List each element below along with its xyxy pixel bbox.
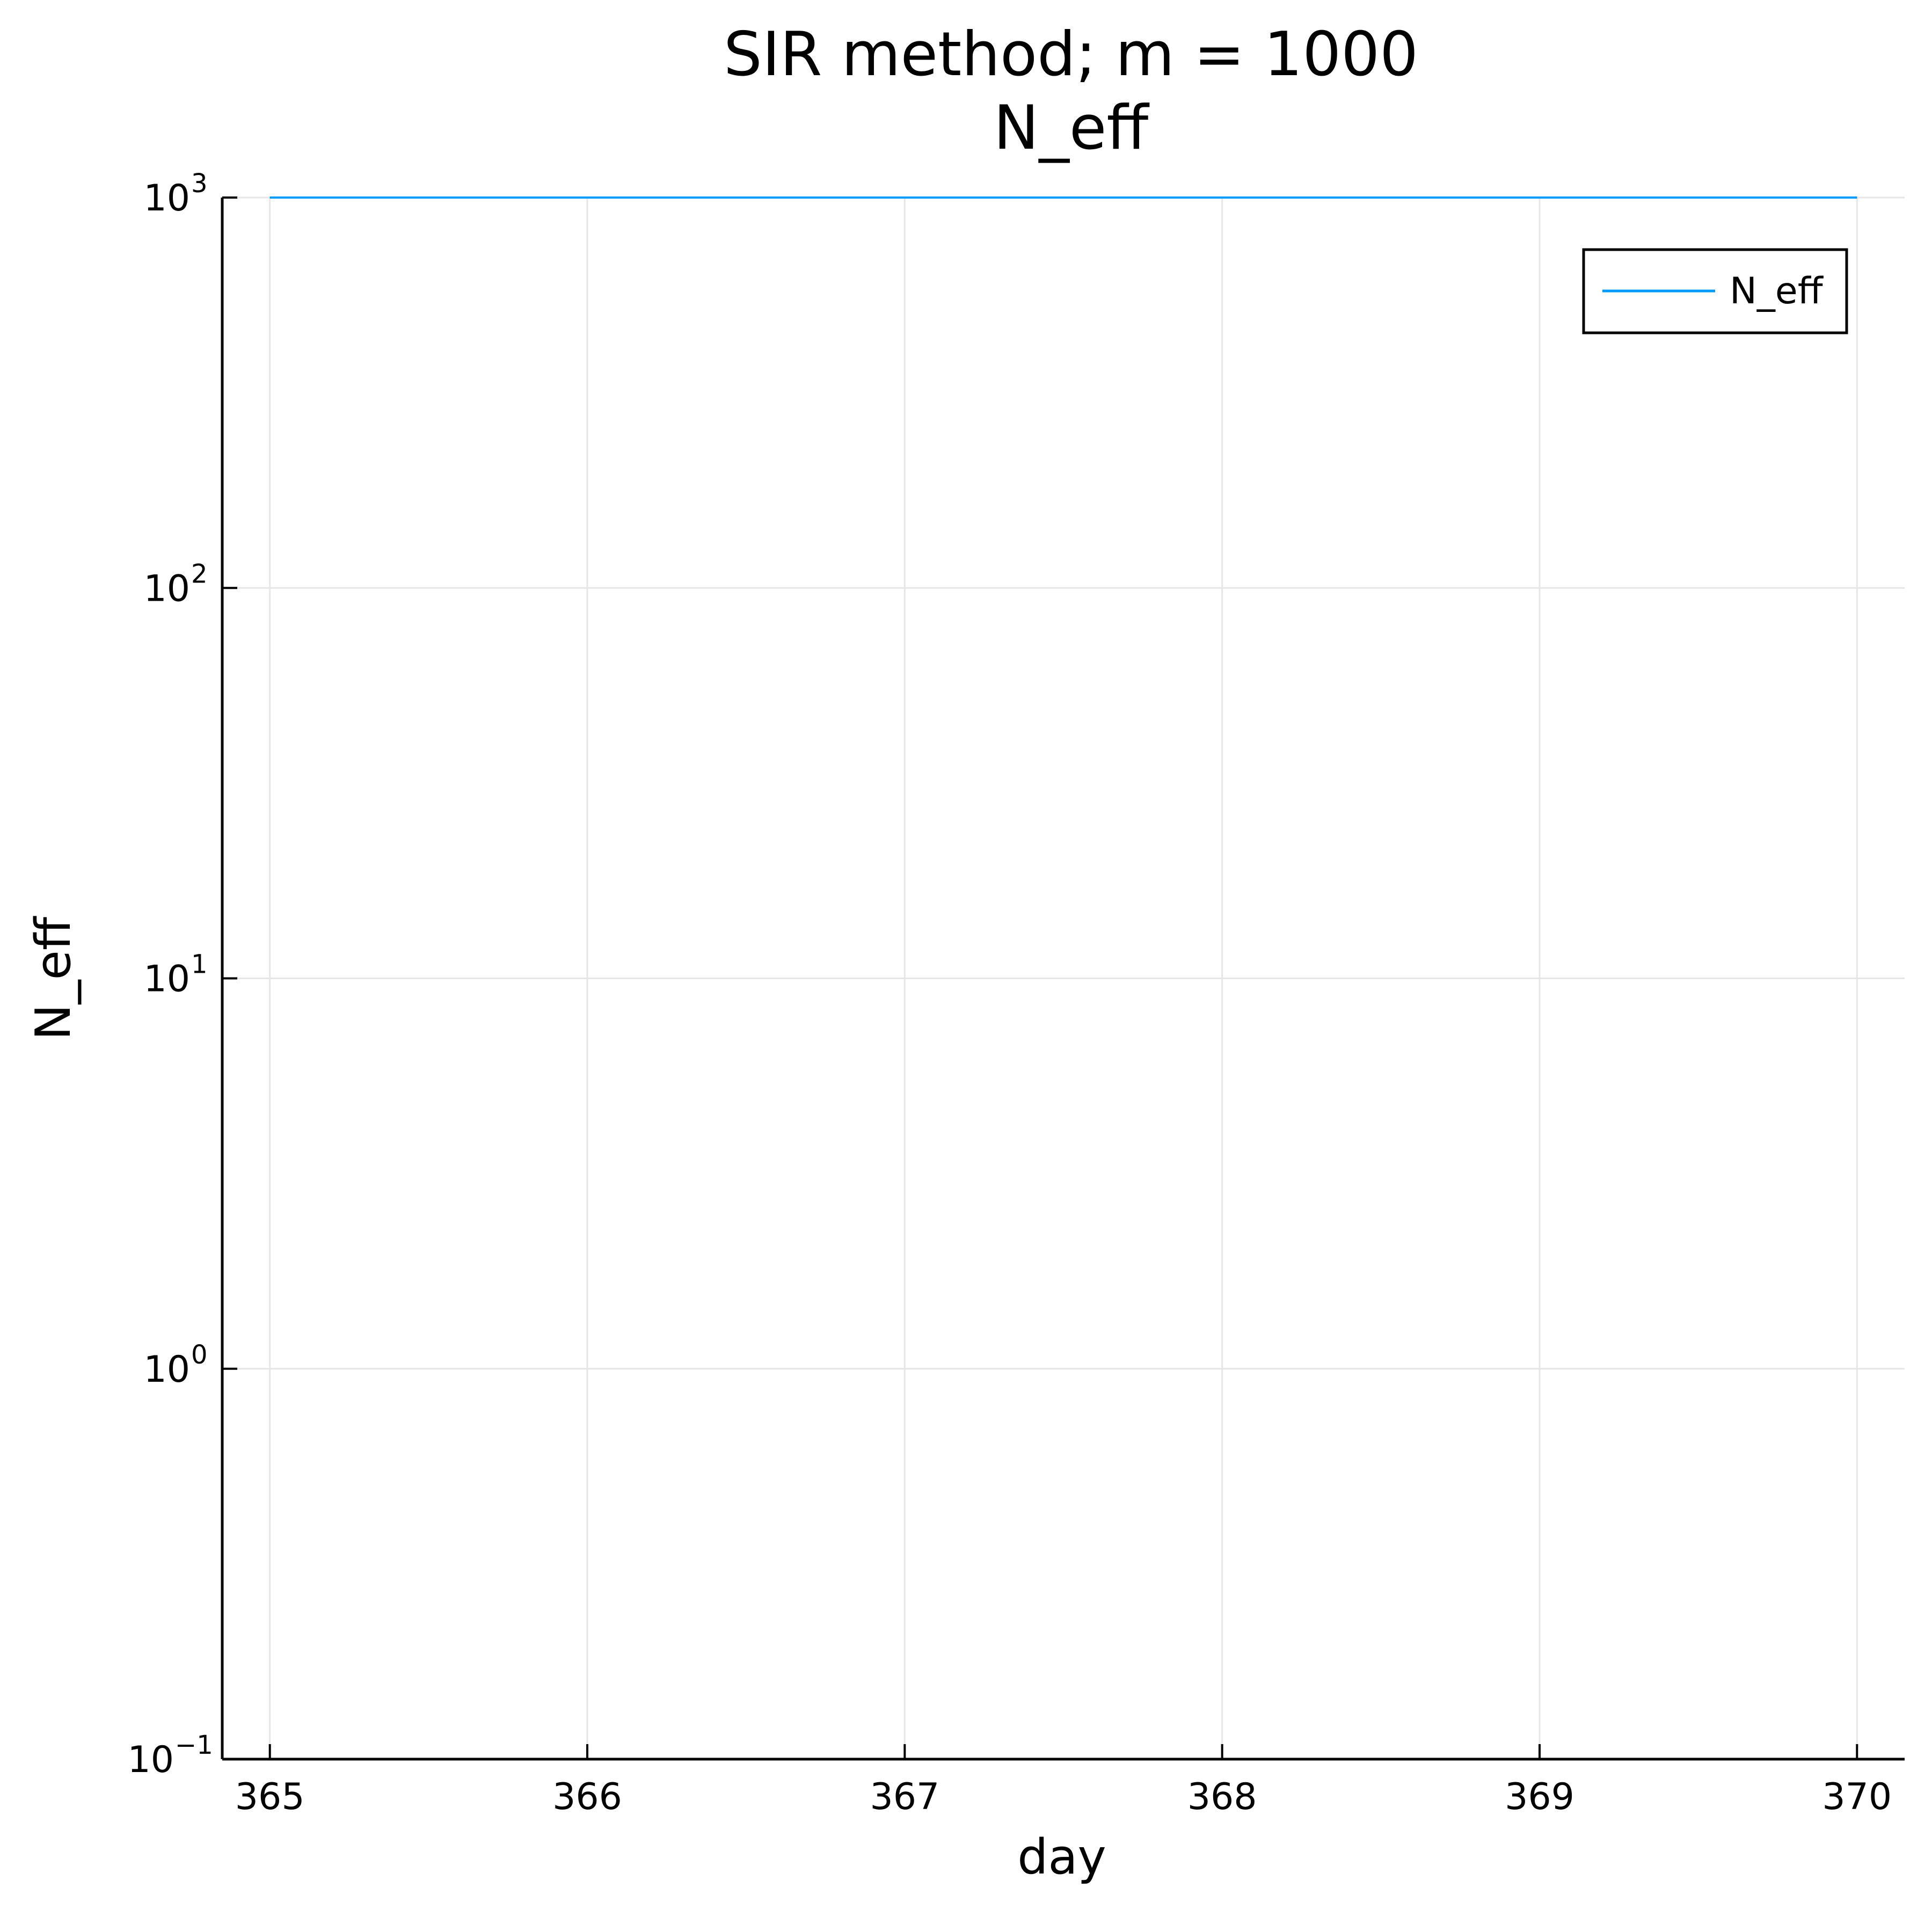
y-tick-exponent: 3 [191,169,208,199]
x-tick-label: 369 [1505,1776,1574,1818]
axes [221,196,1905,1761]
y-tick-label: 10 [127,1739,174,1781]
x-tick-label: 366 [552,1776,622,1818]
x-tick-label: 365 [235,1776,305,1818]
legend: N_eff [1582,248,1848,334]
legend-label: N_eff [1730,270,1824,312]
y-tick-exponent: −1 [175,1730,213,1760]
y-tick-exponent: 2 [191,559,208,589]
y-tick-label: 10 [143,567,190,610]
y-tick-label: 10 [143,1348,190,1391]
y-axis-label: N_eff [25,916,82,1040]
y-tick-label: 10 [143,177,190,220]
y-tick-exponent: 0 [191,1340,208,1370]
chart-title: SIR method; m = 1000 [724,19,1418,90]
x-axis-label: day [1017,1829,1106,1885]
y-tick-label: 10 [143,958,190,1001]
x-tick-label: 370 [1822,1776,1892,1818]
y-tick-exponent: 1 [191,950,208,980]
chart-subtitle: N_eff [994,92,1150,163]
x-tick-label: 368 [1187,1776,1257,1818]
x-tick-label: 367 [870,1776,939,1818]
